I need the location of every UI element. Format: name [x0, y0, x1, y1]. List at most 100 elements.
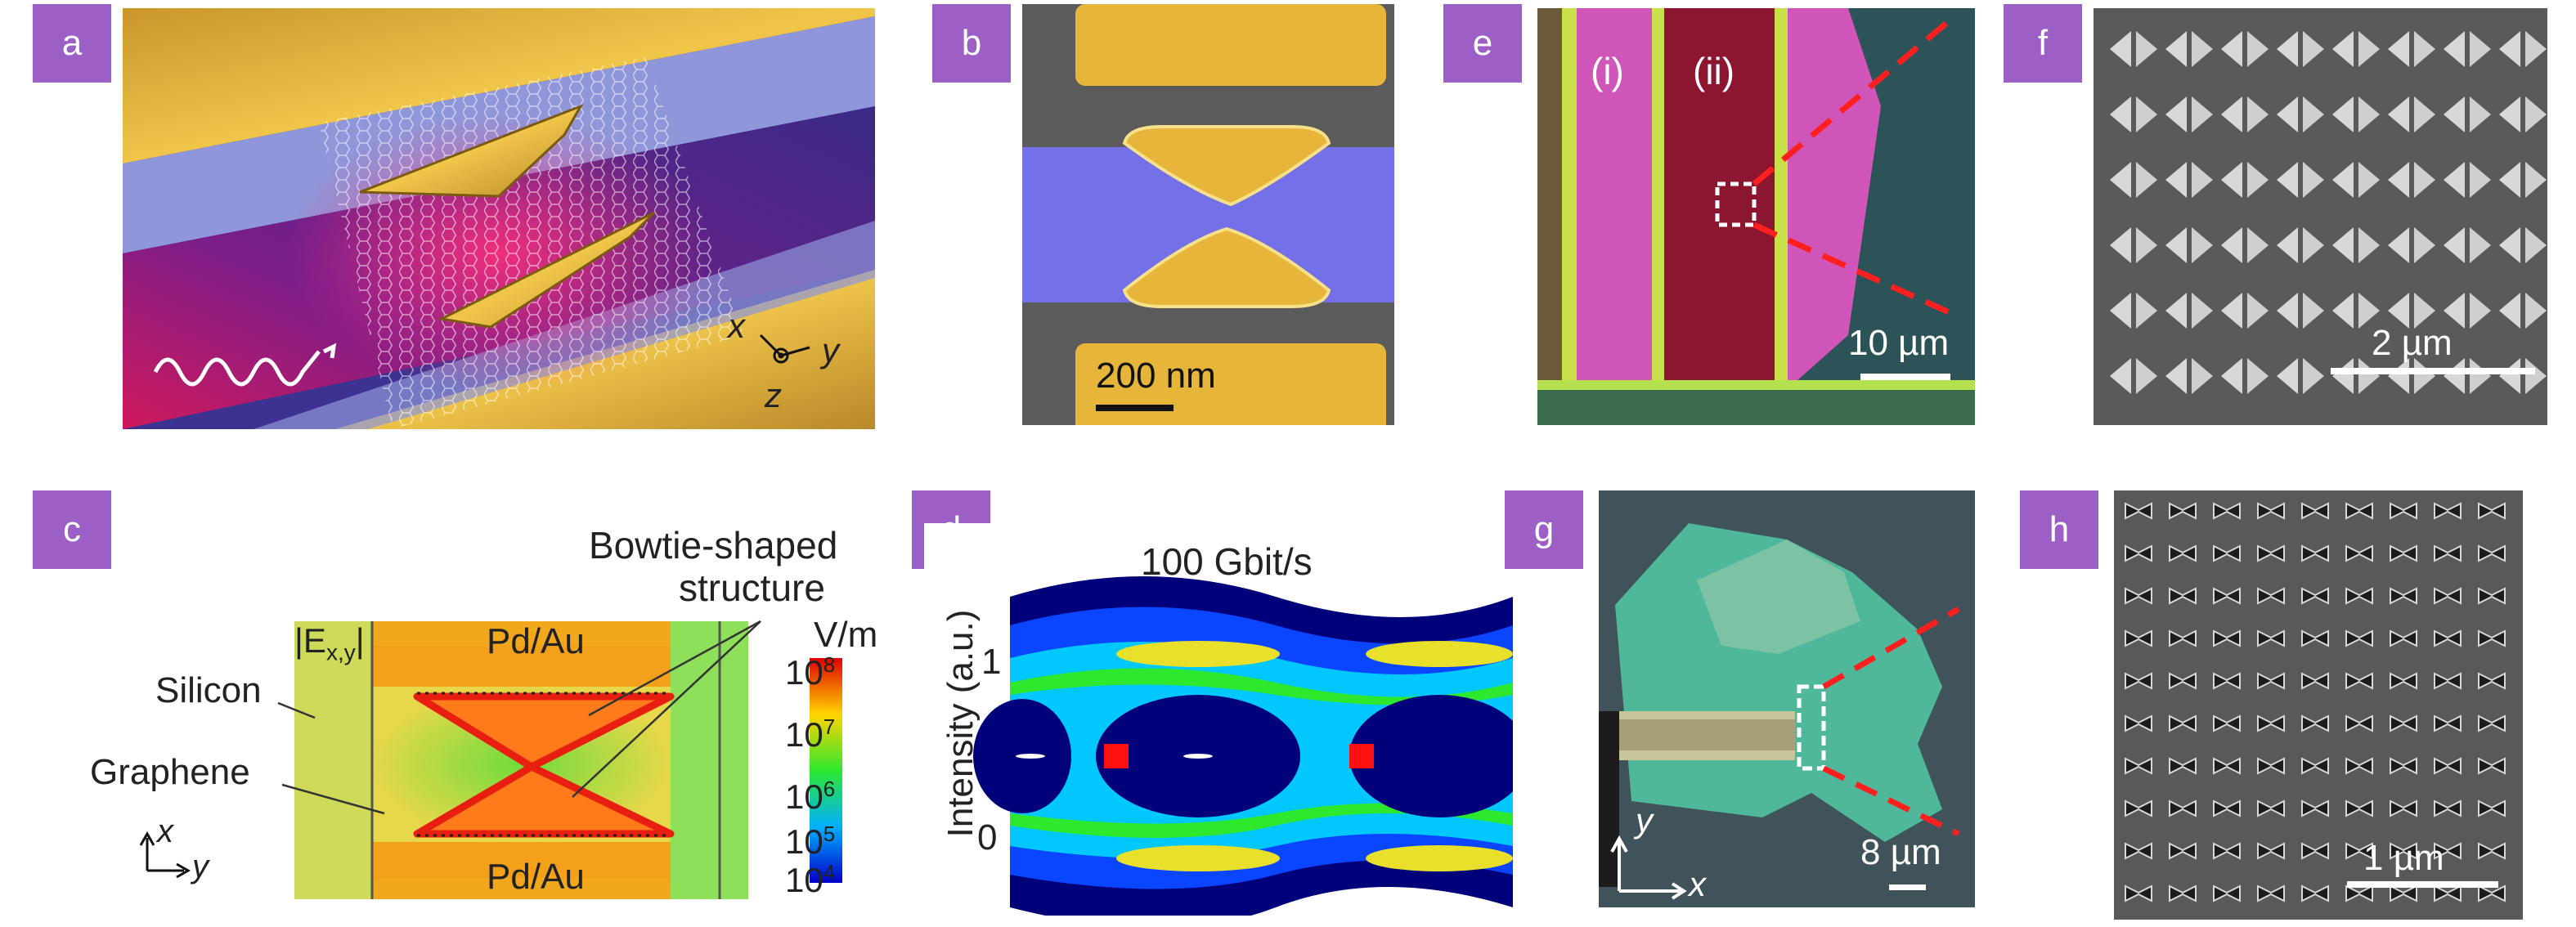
nanostructure-left [2221, 162, 2242, 198]
nanostructure-bowtie [2434, 714, 2462, 732]
axis-triad-icon [139, 831, 191, 879]
panel-g: 8 µm x y [1599, 490, 1975, 907]
nanostructure-right [2470, 31, 2491, 67]
nanostructure-bowtie [2434, 884, 2462, 902]
nanostructure-right [2470, 96, 2491, 132]
nanostructure-left [2110, 31, 2131, 67]
nanostructure-right [2414, 31, 2435, 67]
nanostructure-left [2499, 227, 2520, 263]
axis-x-label: x [1689, 865, 1706, 903]
nanostructure-bowtie [2257, 884, 2285, 902]
nanostructure-right [2525, 358, 2547, 394]
nanostructure-bowtie [2169, 884, 2197, 902]
nanostructure-bowtie [2390, 799, 2417, 817]
nanostructure-bowtie [2390, 502, 2417, 520]
colorbar-tick: 106 [785, 777, 836, 816]
nanostructure-bowtie [2213, 714, 2241, 732]
structure-label-line2: structure [679, 566, 825, 609]
scale-bar [2347, 881, 2498, 888]
nanostructure-bowtie [2301, 629, 2329, 647]
nanostructure-bowtie [2169, 587, 2197, 605]
region-i-label: (i) [1591, 50, 1624, 92]
nanostructure-bowtie [2390, 842, 2417, 860]
nanostructure-bowtie [2390, 587, 2417, 605]
nanostructure-bowtie [2169, 757, 2197, 775]
nanostructure-bowtie [2345, 714, 2373, 732]
nanostructure-left [2444, 162, 2465, 198]
nanostructure-right [2358, 227, 2380, 263]
nanostructure-right [2247, 293, 2269, 329]
nanostructure-bowtie [2169, 714, 2197, 732]
nanostructure-bowtie [2345, 799, 2373, 817]
nanostructure-right [2358, 293, 2380, 329]
nanostructure-bowtie [2434, 587, 2462, 605]
nanostructure-bowtie [2434, 842, 2462, 860]
nanostructure-right [2192, 96, 2213, 132]
nanostructure-right [2136, 31, 2157, 67]
nanostructure-right [2247, 358, 2269, 394]
nanostructure-right [2525, 162, 2547, 198]
nanostructure-bowtie [2213, 757, 2241, 775]
sem-image-bowtie [1022, 4, 1394, 425]
panel-d: 100 Gbit/s Intensity (a.u.) 1 0 [924, 523, 1513, 916]
scale-bar-label: 200 nm [1096, 356, 1216, 396]
colorbar-unit: V/m [814, 615, 878, 655]
scale-bar-label: 8 µm [1860, 832, 1941, 872]
sem-image-array-h [2114, 490, 2523, 920]
nanostructure-right [2303, 358, 2324, 394]
nanostructure-bowtie [2125, 884, 2152, 902]
nanostructure-right [2414, 358, 2435, 394]
nanostructure-bowtie [2345, 587, 2373, 605]
nanostructure-bowtie [2390, 884, 2417, 902]
nanostructure-left [2444, 293, 2465, 329]
axis-y-label: y [822, 331, 839, 369]
nanostructure-left [2110, 227, 2131, 263]
nanostructure-right [2192, 162, 2213, 198]
nanostructure-right [2470, 162, 2491, 198]
nanostructure-bowtie [2478, 544, 2506, 562]
nanostructure-bowtie [2345, 757, 2373, 775]
nanostructure-bowtie [2125, 672, 2152, 690]
panel-h: 1 µm [2114, 490, 2523, 920]
nanostructure-right [2247, 96, 2269, 132]
nanostructure-bowtie [2478, 587, 2506, 605]
panel-label-f: f [2004, 4, 2082, 83]
optical-image-flake [1599, 490, 1975, 907]
nanostructure-bowtie [2213, 799, 2241, 817]
nanostructure-bowtie [2125, 799, 2152, 817]
nanostructure-bowtie [2345, 672, 2373, 690]
optical-image-device [1537, 8, 1975, 425]
nanostructure-left [2388, 96, 2409, 132]
nanostructure-left [2277, 227, 2298, 263]
nanostructure-bowtie [2390, 629, 2417, 647]
nanostructure-left [2221, 96, 2242, 132]
nanostructure-left [2388, 358, 2409, 394]
nanostructure-left [2499, 293, 2520, 329]
nanostructure-right [2303, 31, 2324, 67]
nanostructure-right [2247, 227, 2269, 263]
nanostructure-left [2444, 358, 2465, 394]
graphene-label: Graphene [90, 752, 250, 792]
nanostructure-bowtie [2213, 672, 2241, 690]
nanostructure-bowtie [2478, 842, 2506, 860]
top-material-label: Pd/Au [487, 621, 585, 661]
nanostructure-right [2247, 31, 2269, 67]
zoom-region-box [1715, 181, 1757, 227]
axis-triad-icon [759, 334, 810, 364]
nanostructure-right [2192, 293, 2213, 329]
nanostructure-bowtie [2257, 544, 2285, 562]
nanostructure-bowtie [2301, 799, 2329, 817]
panel-label-g: g [1505, 490, 1583, 569]
nanostructure-bowtie [2434, 544, 2462, 562]
scale-bar-label: 1 µm [2363, 838, 2444, 878]
nanostructure-left [2499, 358, 2520, 394]
panel-c: |Ex,y| Pd/Au Pd/Au Silicon Graphene Bowt… [0, 507, 916, 899]
bottom-material-label: Pd/Au [487, 857, 585, 897]
nanostructure-right [2136, 227, 2157, 263]
nanostructure-bowtie [2301, 502, 2329, 520]
nanostructure-right [2525, 31, 2547, 67]
nanostructure-bowtie [2125, 544, 2152, 562]
nanostructure-bowtie [2345, 884, 2373, 902]
nanostructure-left [2110, 293, 2131, 329]
scale-bar [2331, 368, 2535, 374]
